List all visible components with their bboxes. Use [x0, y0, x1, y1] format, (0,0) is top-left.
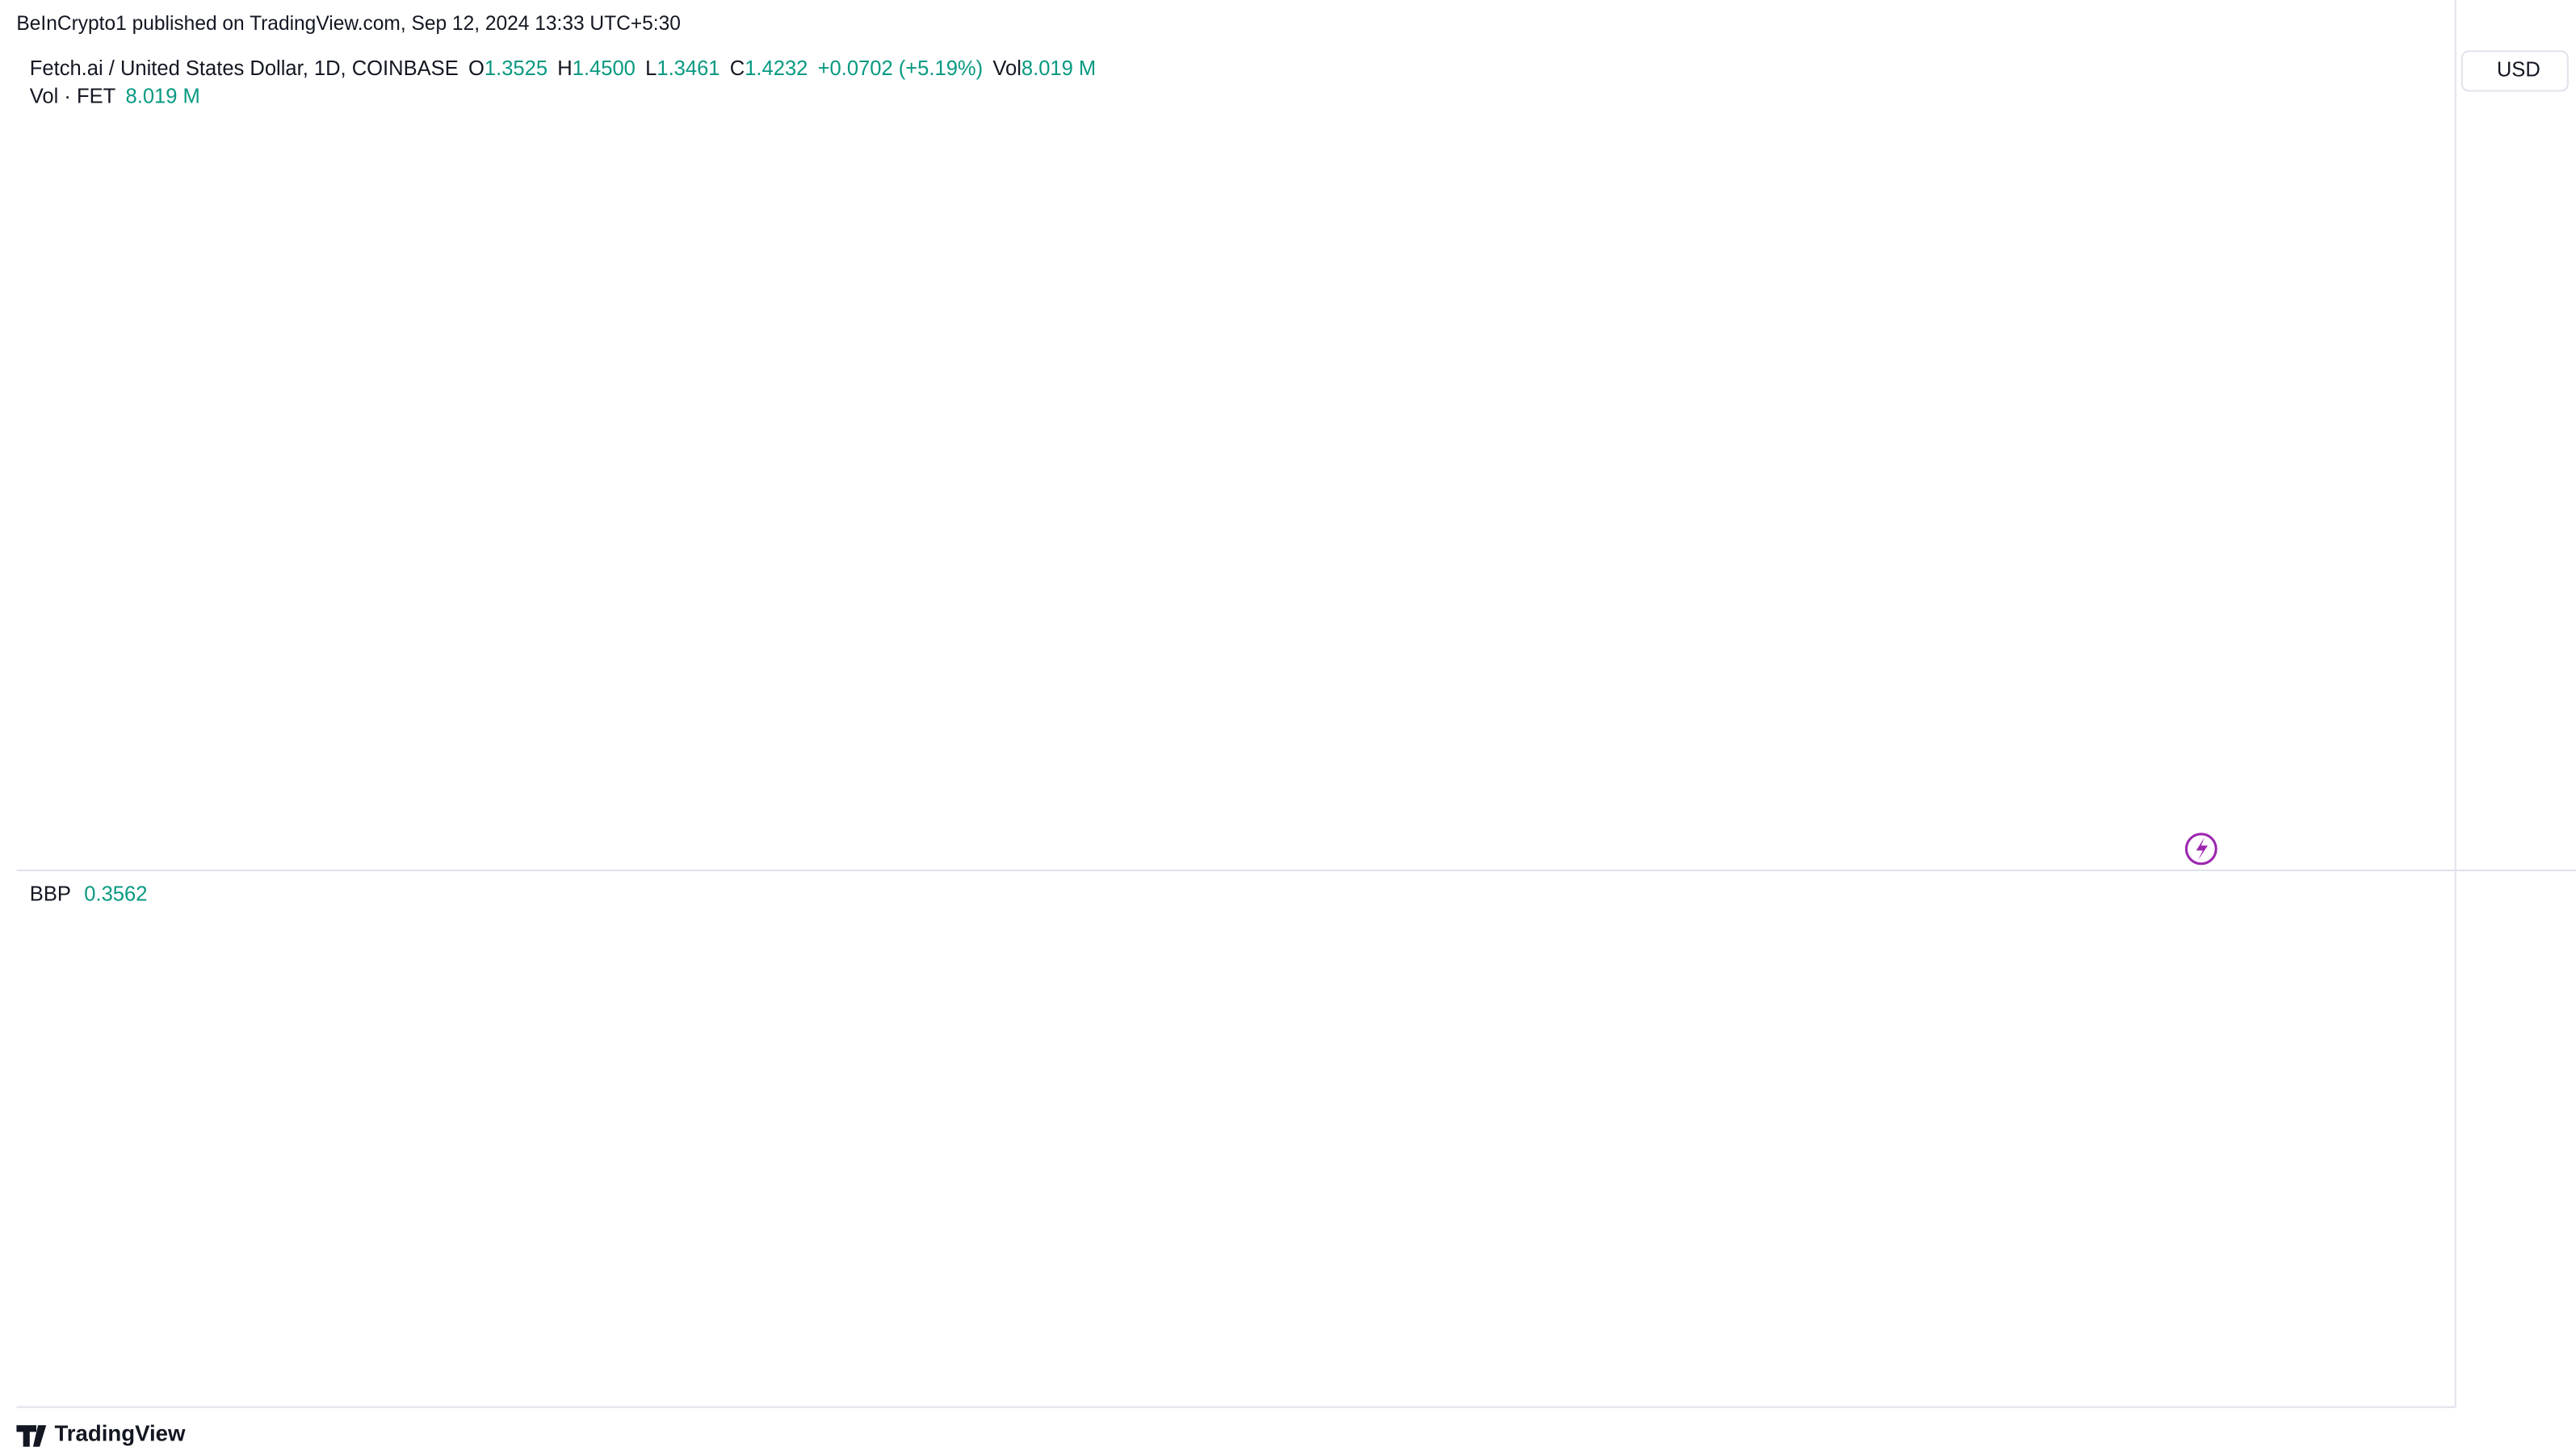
ohlc-value: 1.3461 — [657, 57, 720, 80]
event-icon-bolt — [2196, 837, 2208, 861]
brand: TradingView — [54, 1421, 186, 1446]
currency[interactable]: USD — [2497, 59, 2540, 82]
volume-title: Vol · FET — [30, 85, 116, 107]
ohlc-value: 1.3525 — [485, 57, 548, 80]
bbp-title: BBP — [30, 883, 71, 905]
currency-button[interactable] — [2461, 50, 2569, 92]
symbol: Fetch.ai / United States Dollar, 1D, COI… — [30, 57, 459, 80]
vol-value: 8.019 M — [1022, 57, 1096, 80]
symbol-legend: Fetch.ai / United States Dollar, 1D, COI… — [30, 57, 1096, 80]
ohlc-value: 1.4232 — [745, 57, 808, 80]
bbp-legend: BBP 0.3562 — [30, 883, 148, 905]
ohlc-key: O — [468, 57, 485, 80]
bbp-value: 0.3562 — [84, 883, 147, 905]
change: +0.0702 (+5.19%) — [818, 57, 984, 80]
vol-key: Vol — [992, 57, 1022, 80]
volume-legend: Vol · FET 8.019 M — [30, 85, 200, 107]
ohlc-key: H — [557, 57, 572, 80]
ohlc-key: L — [645, 57, 657, 80]
ohlc-key: C — [730, 57, 745, 80]
ohlc-value: 1.4500 — [573, 57, 636, 80]
volume-value: 8.019 M — [126, 85, 200, 107]
brand-logo — [16, 1425, 47, 1447]
published-note: BeInCrypto1 published on TradingView.com… — [16, 13, 680, 35]
